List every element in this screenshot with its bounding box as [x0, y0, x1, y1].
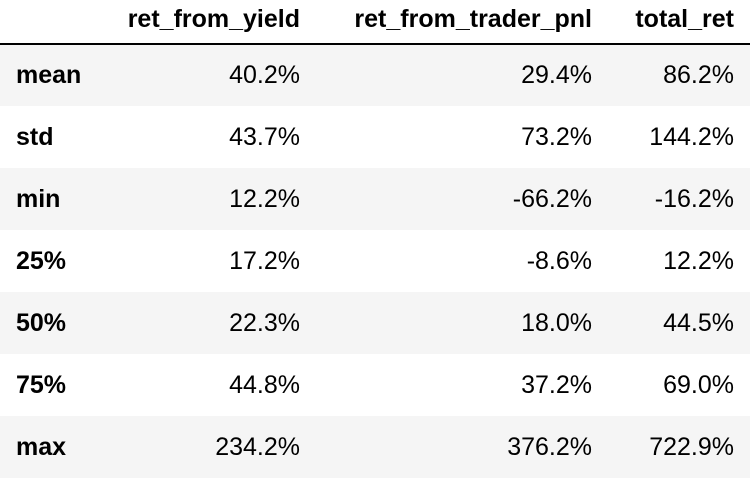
table-cell: 376.2%	[507, 432, 592, 461]
table-cell: 722.9%	[649, 432, 734, 461]
table-row: max 234.2% 376.2% 722.9%	[0, 416, 750, 478]
table-row: 75% 44.8% 37.2% 69.0%	[0, 354, 750, 416]
table-cell: 12.2%	[663, 246, 734, 275]
header-row: ret_from_yield ret_from_trader_pnl total…	[0, 0, 750, 45]
table-cell: 43.7%	[229, 122, 300, 151]
table-header: ret_from_yield ret_from_trader_pnl total…	[0, 0, 750, 45]
row-label: 50%	[16, 308, 67, 337]
table-cell: 40.2%	[229, 61, 300, 89]
table-cell: -66.2%	[512, 184, 592, 213]
row-label: 25%	[16, 246, 67, 275]
row-label: min	[16, 184, 61, 213]
table-cell: 69.0%	[663, 370, 734, 399]
table-cell: 44.8%	[229, 370, 300, 399]
table-row: 50% 22.3% 18.0% 44.5%	[0, 292, 750, 354]
table-cell: 144.2%	[649, 122, 734, 151]
column-header-ret-from-yield: ret_from_yield	[106, 0, 316, 45]
table-cell: -8.6%	[526, 246, 592, 275]
table-body: mean 40.2% 29.4% 86.2% std 43.7% 73.2% 1…	[0, 44, 750, 478]
table-cell: 37.2%	[521, 370, 592, 399]
row-label: 75%	[16, 370, 67, 399]
table-row: 25% 17.2% -8.6% 12.2%	[0, 230, 750, 292]
column-header-ret-from-trader-pnl: ret_from_trader_pnl	[316, 0, 608, 45]
row-label: std	[16, 122, 54, 151]
table-cell: 234.2%	[215, 432, 300, 461]
table-cell: 44.5%	[663, 308, 734, 337]
table-cell: 17.2%	[229, 246, 300, 275]
table-cell: 29.4%	[521, 61, 592, 89]
table-row: mean 40.2% 29.4% 86.2%	[0, 44, 750, 106]
table-row: min 12.2% -66.2% -16.2%	[0, 168, 750, 230]
row-label: mean	[16, 61, 82, 89]
table-cell: 22.3%	[229, 308, 300, 337]
index-column-header	[0, 0, 106, 45]
row-label: max	[16, 432, 67, 461]
table-cell: 73.2%	[521, 122, 592, 151]
table-row: std 43.7% 73.2% 144.2%	[0, 106, 750, 168]
table-cell: 18.0%	[521, 308, 592, 337]
table-cell: -16.2%	[654, 184, 734, 213]
table-cell: 86.2%	[663, 61, 734, 89]
table-cell: 12.2%	[229, 184, 300, 213]
column-header-total-ret: total_ret	[608, 0, 750, 45]
